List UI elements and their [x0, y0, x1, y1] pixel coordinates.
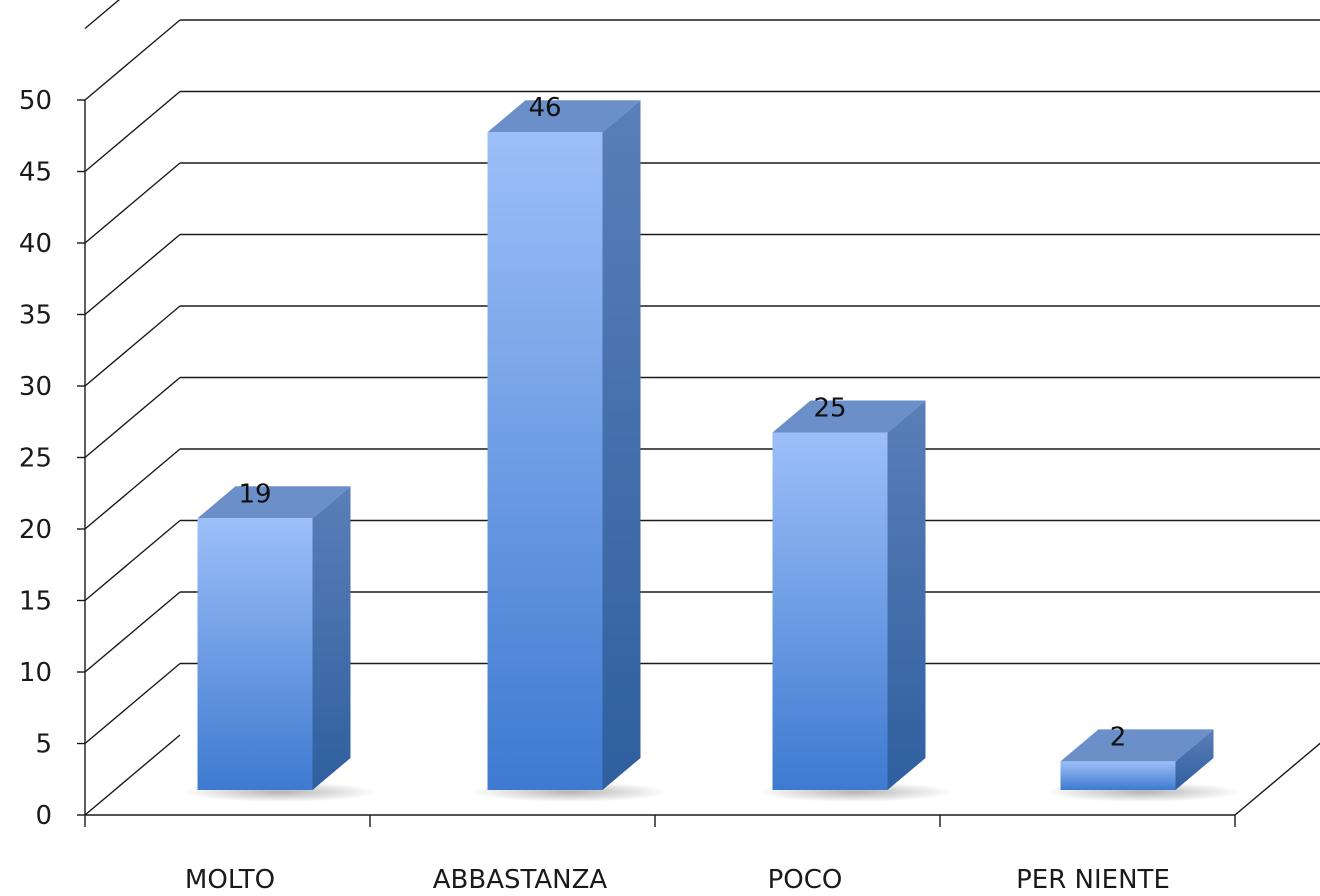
bar-front-face: [1060, 761, 1176, 790]
bar-top-face: [1060, 729, 1214, 762]
grid-layer: [84, 0, 1320, 816]
y-tick-label: 10: [19, 658, 52, 688]
side-wall-gridline: [84, 519, 181, 602]
bar-side-face: [1175, 729, 1214, 790]
bar-side-face: [887, 400, 926, 790]
side-wall-gridline: [84, 448, 181, 530]
y-tick-label: 5: [35, 730, 52, 760]
x-category-label: PER NIENTE: [1016, 865, 1170, 895]
side-wall-gridline: [84, 305, 181, 387]
y-tick-label: 30: [19, 372, 52, 402]
x-category-label: ABBASTANZA: [433, 865, 608, 895]
bar-top-face: [487, 100, 641, 133]
bar: [472, 100, 668, 802]
bar-front-face: [197, 518, 313, 790]
y-tick-label: 20: [19, 515, 52, 545]
floor-right-edge: [1234, 742, 1320, 816]
y-tick-label: 25: [19, 444, 52, 474]
x-category-label: MOLTO: [185, 865, 275, 895]
bar: [757, 400, 953, 802]
side-wall-gridline: [84, 734, 181, 816]
bar-front-face: [487, 132, 603, 790]
y-tick-label: 0: [35, 801, 52, 831]
side-wall-gridline: [84, 19, 181, 101]
bar-front-face: [772, 432, 888, 790]
side-wall-gridline: [84, 162, 181, 244]
data-label: 46: [528, 93, 561, 123]
bar: [1045, 729, 1241, 802]
bar-top-face: [197, 486, 351, 519]
y-tick-label: 50: [19, 86, 52, 116]
y-tick-label: 40: [19, 229, 52, 259]
y-tick-label: 35: [19, 301, 52, 331]
data-label: 25: [813, 394, 846, 424]
side-wall-gridline: [84, 233, 181, 316]
side-wall-gridline: [84, 376, 181, 459]
bar-side-face: [602, 100, 641, 790]
bar: [182, 486, 378, 802]
bars-layer: [182, 100, 1241, 802]
axis-layer: 0 5 10 15 20 25 30 35 40 45 50: [19, 86, 1320, 831]
side-wall-gridline: [84, 0, 120, 30]
y-tick-label: 45: [19, 158, 52, 188]
labels-layer: 19 MOLTO 46 ABBASTANZA 25 POCO 2 PER NIENTE: [185, 93, 1170, 895]
side-wall-gridline: [84, 90, 181, 173]
bar-side-face: [312, 486, 351, 790]
data-label: 19: [238, 479, 271, 509]
side-wall-gridline: [84, 591, 181, 673]
y-tick-label: 15: [19, 587, 52, 617]
side-wall-gridline: [84, 662, 181, 745]
data-label: 2: [1110, 722, 1127, 752]
x-category-label: POCO: [768, 865, 843, 895]
bar-top-face: [772, 400, 926, 433]
